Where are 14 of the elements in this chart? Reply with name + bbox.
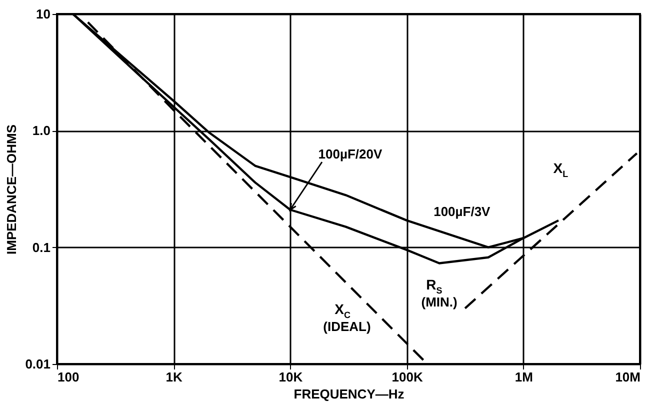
x-axis-title: FREQUENCY—Hz <box>294 386 405 402</box>
y-axis-title: IMPEDANCE—OHMS <box>4 124 20 255</box>
y-tick-label: 0.1 <box>32 240 50 255</box>
x-tick-label: 100 <box>58 370 80 384</box>
x-tick-label: 10K <box>278 370 304 384</box>
annotation: 100µF/20V <box>318 146 382 162</box>
x-tick-label: 10M <box>615 370 640 384</box>
y-tick-label: 0.01 <box>25 356 50 372</box>
y-tick-label: 10 <box>36 6 50 22</box>
x-tick-label: 1K <box>166 370 184 384</box>
annotation: 100µF/3V <box>434 204 491 220</box>
y-tick-label: 1.0 <box>32 123 50 138</box>
x-tick-label: 100K <box>392 370 424 384</box>
x-tick-label: 1M <box>514 370 533 384</box>
